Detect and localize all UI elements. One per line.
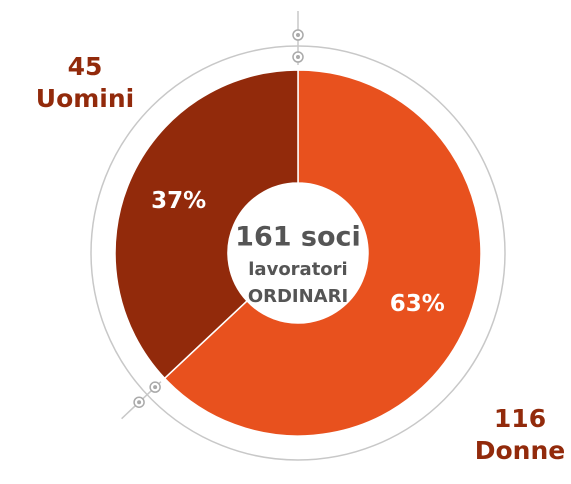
center-subtitle: lavoratori [248,259,347,280]
category-name: Uomini [36,84,134,113]
boundary-dot-core [137,400,142,405]
category-name: Donne [475,436,565,465]
percent-label: 63% [390,291,445,317]
percent-label: 37% [151,188,206,214]
boundary-dot-core [296,33,300,37]
donut-segment [114,69,299,380]
boundary-dot-core [153,385,158,390]
boundary-dot-core [296,55,300,59]
category-count: 45 [68,52,103,81]
category-count: 116 [494,404,546,433]
center-title: 161 soci [235,222,361,253]
donut-segment [163,69,482,437]
center-subtitle: ORDINARI [248,286,348,307]
